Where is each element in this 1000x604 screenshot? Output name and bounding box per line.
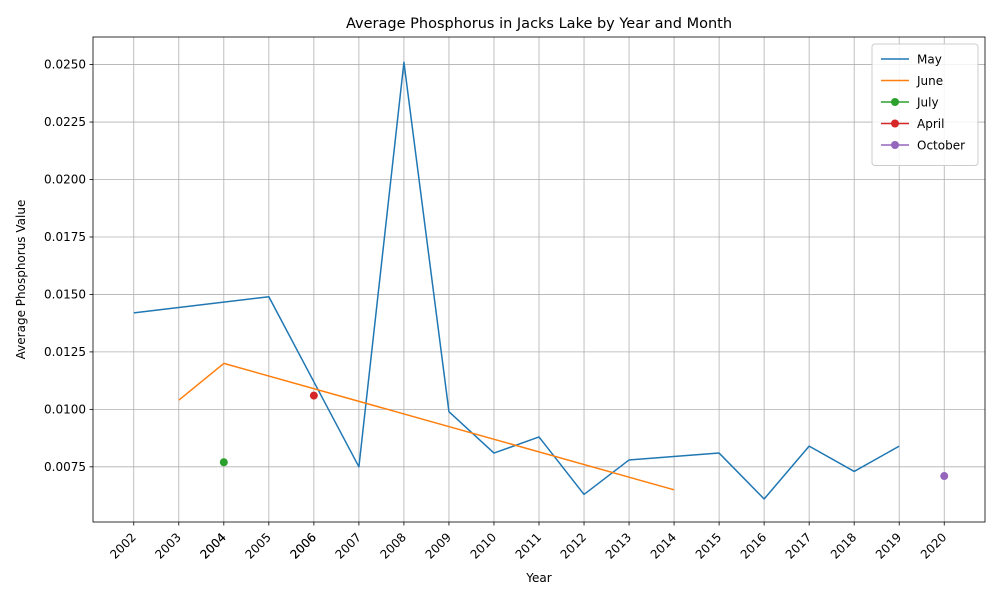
- legend-label: July: [916, 96, 939, 110]
- y-tick-label: 0.0200: [44, 173, 86, 187]
- legend-marker: [891, 119, 899, 128]
- series-june: [178, 362, 675, 491]
- x-tick-label: 2003: [152, 530, 183, 561]
- legend-frame: [871, 43, 979, 166]
- x-tick-label: 2017: [783, 530, 814, 561]
- x-tick-label: 2005: [242, 530, 273, 561]
- data-point-july: [219, 458, 228, 467]
- x-tick-label: 2014: [648, 530, 679, 561]
- x-tick-label: 2019: [873, 530, 904, 561]
- legend: May June July April October: [871, 43, 979, 166]
- y-axis-ticks: 0.0075 0.0100 0.0125 0.0150 0.0175 0.0200 0.02…: [44, 58, 93, 474]
- y-tick-label: 0.0125: [44, 345, 86, 359]
- legend-marker: [891, 141, 899, 149]
- y-tick-label: 0.0250: [44, 58, 86, 72]
- x-tick-label: 2007: [333, 530, 364, 561]
- series-layer: [133, 61, 949, 500]
- series-may: [133, 61, 900, 500]
- x-tick-label: 2020: [918, 530, 949, 561]
- series-line-may: [133, 61, 900, 500]
- x-tick-label: 2010: [468, 530, 499, 561]
- x-tick-label: 2015: [693, 530, 724, 561]
- y-axis-title: Average Phosphorus Value: [14, 200, 28, 360]
- data-point-april: [309, 391, 318, 400]
- x-tick-label: 2013: [603, 530, 634, 561]
- legend-item-july: July: [881, 96, 939, 110]
- legend-label: April: [917, 117, 944, 131]
- x-tick-label: 2006: [287, 530, 318, 561]
- legend-item-may: May: [881, 53, 942, 67]
- data-point-october: [940, 472, 949, 481]
- x-axis-title: Year: [525, 571, 551, 585]
- y-tick-label: 0.0225: [44, 115, 86, 129]
- y-tick-label: 0.0150: [44, 287, 86, 301]
- series-october: [940, 472, 949, 481]
- y-tick-label: 0.0175: [44, 230, 86, 244]
- x-tick-label: 2008: [378, 530, 409, 561]
- legend-label: May: [917, 53, 942, 67]
- series-july: [219, 458, 228, 467]
- series-line-june: [178, 362, 675, 491]
- series-april: [309, 391, 318, 400]
- x-tick-label: 2016: [738, 530, 769, 561]
- legend-item-june: June: [881, 74, 943, 88]
- y-tick-label: 0.0100: [44, 402, 86, 416]
- y-tick-label: 0.0075: [44, 460, 86, 474]
- x-tick-label: 2011: [513, 530, 544, 561]
- grid: [93, 37, 985, 522]
- chart-title: Average Phosphorus in Jacks Lake by Year…: [346, 16, 732, 32]
- legend-label: October: [917, 139, 965, 153]
- x-tick-label: 2009: [423, 530, 454, 561]
- legend-item-october: October: [881, 139, 965, 153]
- x-tick-label: 2004: [197, 530, 228, 561]
- x-tick-label: 2012: [558, 530, 589, 561]
- x-tick-label: 2018: [828, 530, 859, 561]
- x-tick-label: 2002: [107, 530, 138, 561]
- legend-label: June: [916, 74, 943, 88]
- legend-item-april: April: [881, 117, 944, 131]
- legend-marker: [891, 98, 899, 106]
